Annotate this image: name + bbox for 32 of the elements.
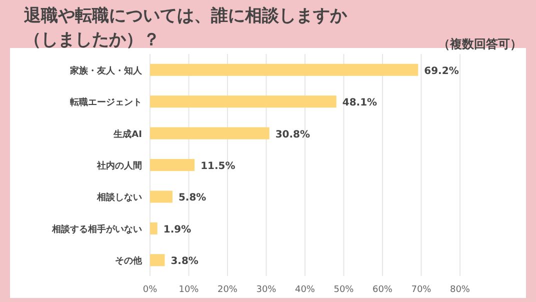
- data-label: 11.5%: [200, 161, 236, 172]
- x-tick-label: 70%: [411, 285, 432, 295]
- x-tick-label: 30%: [256, 285, 277, 295]
- x-tick-label: 10%: [178, 285, 200, 295]
- x-tick-label: 0%: [142, 285, 158, 295]
- data-label: 3.8%: [170, 256, 198, 268]
- x-tick-label: 80%: [450, 285, 470, 295]
- y-tick-label: 社内の人間: [96, 160, 142, 172]
- data-label: 1.9%: [163, 224, 192, 236]
- y-tick-label: その他: [115, 256, 143, 267]
- data-label: 69.2%: [424, 66, 459, 77]
- y-tick-label: 相談する相手がいない: [51, 224, 142, 235]
- chart-title: 退職や転職については、誰に相談しますか（しましたか）？: [24, 5, 348, 52]
- y-tick-label: 生成AI: [112, 128, 142, 140]
- x-tick-label: 40%: [294, 285, 316, 295]
- bar: [150, 96, 336, 108]
- bar: [150, 158, 195, 172]
- x-tick-label: 50%: [334, 285, 354, 295]
- bar: [150, 222, 158, 234]
- data-label: 30.8%: [275, 129, 310, 140]
- bar: [150, 64, 418, 76]
- bar: [150, 190, 172, 203]
- y-tick-label: 相談しない: [96, 192, 142, 204]
- chart-subtitle: （複数回答可）: [438, 37, 522, 51]
- x-tick-label: 60%: [372, 285, 393, 295]
- data-label: 48.1%: [342, 98, 378, 109]
- bar: [150, 254, 165, 266]
- y-tick-label: 家族・友人・知人: [69, 65, 143, 76]
- data-label: 5.8%: [178, 192, 206, 204]
- x-tick-label: 20%: [217, 285, 238, 295]
- y-tick-label: 転職エージェント: [69, 97, 142, 108]
- bar: [150, 127, 270, 140]
